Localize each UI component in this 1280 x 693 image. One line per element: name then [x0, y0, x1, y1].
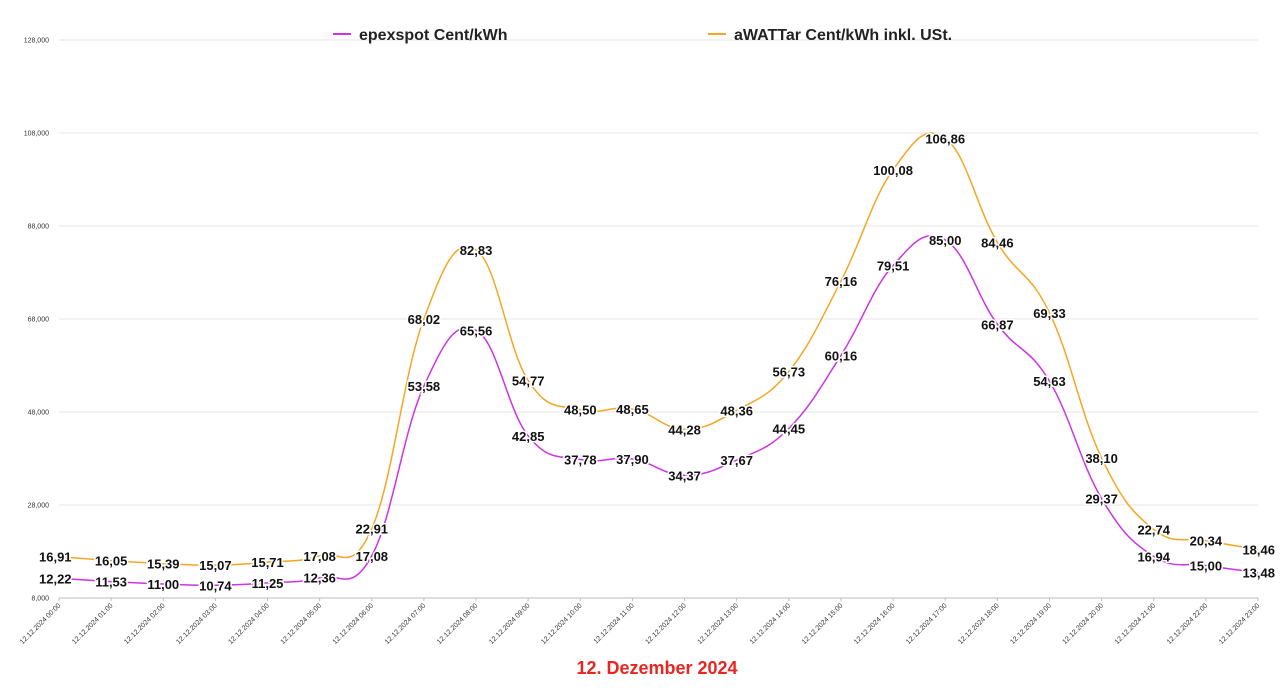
data-label: 48,36 — [720, 403, 753, 418]
data-labels: 12,22 11,53 11,00 10,74 11,25 12,36 17,08 53,58… — [38, 130, 1277, 595]
data-label: 65,56 — [460, 323, 493, 338]
data-label: 13,48 — [1242, 566, 1275, 581]
x-tick-label: 12.12.2024 17:00 — [905, 602, 949, 646]
data-label: 12,36 — [303, 571, 336, 586]
y-tick-label: 108,000 — [24, 131, 49, 138]
x-tick-label: 12.12.2024 07:00 — [384, 602, 428, 646]
data-label: 16,94 — [1137, 549, 1170, 564]
data-label: 56,73 — [773, 364, 806, 379]
x-tick-label: 12.12.2024 04:00 — [227, 602, 271, 646]
data-label: 12,22 — [39, 571, 72, 586]
y-tick-label: 8,000 — [31, 596, 49, 603]
data-label: 20,34 — [1190, 534, 1223, 549]
data-label: 10,74 — [199, 578, 232, 593]
data-label: 100,08 — [873, 163, 913, 178]
x-tick-label: 12.12.2024 19:00 — [1009, 602, 1053, 646]
x-tick-label: 12.12.2024 12:00 — [644, 602, 688, 646]
data-label: 34,37 — [668, 468, 701, 483]
x-tick-label: 12.12.2024 13:00 — [697, 602, 741, 646]
data-label: 16,05 — [95, 554, 128, 569]
data-label: 44,28 — [668, 422, 701, 437]
data-label: 79,51 — [877, 258, 910, 273]
data-label: 29,37 — [1085, 492, 1118, 507]
data-label: 11,53 — [95, 575, 127, 590]
x-tick-label: 12.12.2024 18:00 — [957, 602, 1001, 646]
x-tick-label: 12.12.2024 22:00 — [1166, 602, 1210, 646]
data-label: 22,91 — [356, 522, 389, 537]
data-label: 15,00 — [1190, 558, 1223, 573]
x-tick-label: 12.12.2024 21:00 — [1114, 602, 1158, 646]
data-label: 18,46 — [1242, 542, 1275, 557]
x-tick-label: 12.12.2024 15:00 — [801, 602, 845, 646]
data-label: 38,10 — [1085, 451, 1118, 466]
x-tick-label: 12.12.2024 03:00 — [175, 602, 219, 646]
data-label: 37,78 — [564, 453, 597, 468]
data-label: 17,08 — [303, 549, 336, 564]
y-axis: 8,000 28,000 48,000 68,000 88,000 108,000 128,… — [24, 38, 49, 603]
x-tick-label: 12.12.2024 02:00 — [123, 602, 167, 646]
y-tick-label: 128,000 — [24, 38, 49, 45]
series-line-epexspot — [58, 235, 1259, 587]
series-line-awattar — [58, 132, 1259, 566]
data-label: 48,65 — [616, 402, 649, 417]
x-tick-label: 12.12.2024 20:00 — [1062, 602, 1106, 646]
x-tick-label: 12.12.2024 10:00 — [540, 602, 584, 646]
data-label: 66,87 — [981, 317, 1014, 332]
data-label: 76,16 — [825, 274, 858, 289]
data-label: 60,16 — [825, 348, 858, 363]
data-label: 15,39 — [147, 557, 180, 572]
data-label: 106,86 — [925, 131, 965, 146]
data-label: 17,08 — [356, 549, 389, 564]
x-axis-title: 12. Dezember 2024 — [576, 658, 737, 678]
data-label: 15,07 — [199, 558, 232, 573]
data-label: 11,25 — [252, 576, 284, 591]
x-axis: 12.12.2024 00:00 12.12.2024 01:00 12.12.20… — [19, 598, 1262, 646]
series-lines — [58, 132, 1259, 587]
x-tick-label: 12.12.2024 00:00 — [19, 602, 63, 646]
x-tick-label: 12.12.2024 06:00 — [332, 602, 376, 646]
data-label: 68,02 — [408, 312, 441, 327]
x-tick-label: 12.12.2024 16:00 — [853, 602, 897, 646]
legend: epexspot Cent/kWh aWATTar Cent/kWh inkl.… — [333, 27, 952, 44]
data-label: 48,50 — [564, 403, 597, 418]
x-tick-label: 12.12.2024 14:00 — [749, 602, 793, 646]
legend-label-awattar: aWATTar Cent/kWh inkl. USt. — [734, 27, 952, 44]
x-tick-label: 12.12.2024 23:00 — [1218, 602, 1262, 646]
data-label: 37,90 — [616, 452, 649, 467]
x-tick-label: 12.12.2024 11:00 — [593, 602, 636, 645]
legend-label-epexspot: epexspot Cent/kWh — [359, 27, 507, 44]
data-label: 82,83 — [460, 243, 493, 258]
y-tick-label: 88,000 — [28, 224, 50, 231]
data-label: 42,85 — [512, 429, 545, 444]
data-label: 37,67 — [720, 453, 753, 468]
data-label: 85,00 — [929, 233, 962, 248]
x-tick-label: 12.12.2024 09:00 — [488, 602, 532, 646]
x-tick-label: 12.12.2024 08:00 — [436, 602, 480, 646]
y-tick-label: 48,000 — [28, 410, 50, 417]
data-label: 84,46 — [981, 235, 1014, 250]
y-tick-label: 28,000 — [28, 503, 50, 510]
x-tick-label: 12.12.2024 01:00 — [71, 602, 115, 646]
data-label: 15,71 — [251, 555, 284, 570]
data-label: 54,63 — [1033, 374, 1066, 389]
data-label: 44,45 — [773, 422, 806, 437]
data-label: 11,00 — [147, 577, 179, 592]
y-tick-label: 68,000 — [28, 317, 50, 324]
data-label: 54,77 — [512, 374, 545, 389]
gridlines — [59, 39, 1258, 599]
data-label: 22,74 — [1137, 522, 1170, 537]
data-label: 69,33 — [1033, 306, 1066, 321]
data-label: 16,91 — [39, 550, 72, 565]
data-label: 53,58 — [408, 379, 441, 394]
x-tick-label: 12.12.2024 05:00 — [280, 602, 324, 646]
